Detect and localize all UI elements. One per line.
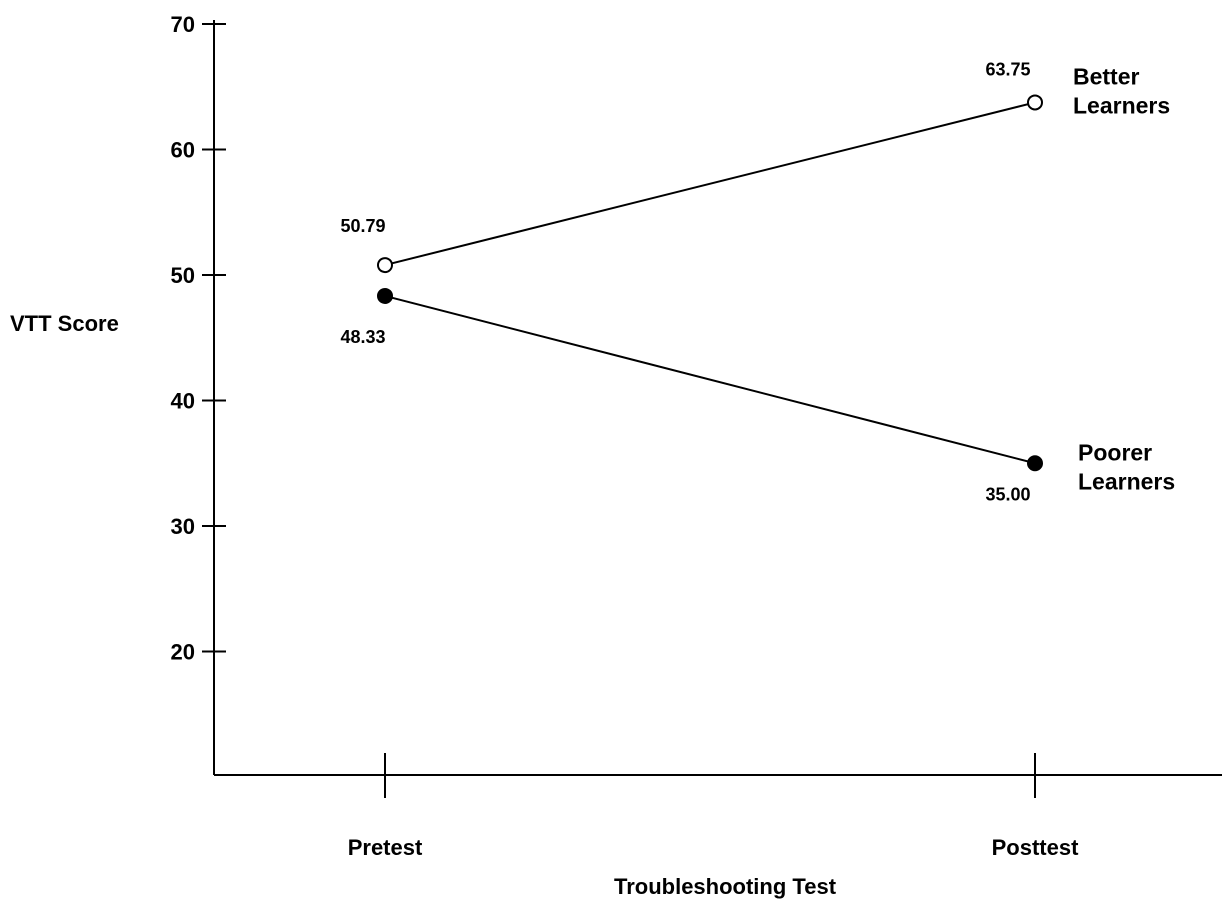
data-point [1027, 455, 1043, 472]
y-axis-ticks: 20 30 40 50 60 70 [171, 12, 226, 665]
y-tick-label: 60 [171, 138, 195, 163]
series-group: 50.79 63.75 Better Learners 48.33 35.00 Poorer… [340, 59, 1175, 504]
data-point [1027, 94, 1043, 111]
y-tick-label: 20 [171, 640, 195, 665]
data-label: 63.75 [985, 59, 1030, 79]
series-line [384, 101, 1036, 267]
series-name-label: Poorer Learners [1078, 439, 1175, 494]
y-tick-label: 70 [171, 12, 195, 37]
y-tick-label: 30 [171, 514, 195, 539]
series-name-line: Learners [1078, 468, 1175, 494]
data-label: 48.33 [340, 327, 385, 347]
data-point [377, 287, 393, 304]
axes [213, 20, 1222, 776]
y-axis-title: VTT Score [10, 311, 119, 336]
series-2: 48.33 35.00 Poorer Learners [340, 287, 1175, 504]
x-axis-ticks: Pretest Posttest [348, 753, 1079, 860]
data-label: 50.79 [340, 216, 385, 236]
series-line [384, 294, 1036, 465]
data-point [377, 257, 393, 274]
y-tick-label: 50 [171, 263, 195, 288]
y-tick-label: 40 [171, 389, 195, 414]
data-label: 35.00 [985, 484, 1030, 504]
series-name-label: Better Learners [1073, 63, 1170, 118]
series-1: 50.79 63.75 Better Learners [340, 59, 1170, 274]
x-tick-label: Pretest [348, 835, 423, 860]
series-name-line: Better [1073, 63, 1140, 89]
x-tick-label: Posttest [992, 835, 1079, 860]
x-axis-title: Troubleshooting Test [614, 874, 837, 899]
series-name-line: Poorer [1078, 439, 1152, 465]
series-name-line: Learners [1073, 92, 1170, 118]
